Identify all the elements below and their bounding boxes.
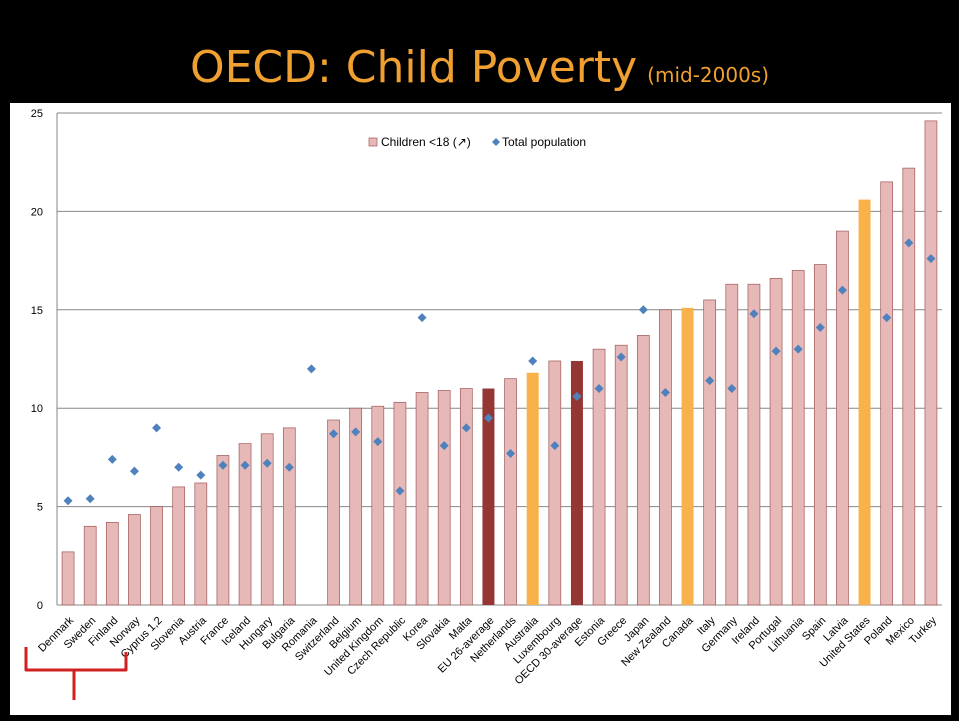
bar xyxy=(813,264,827,606)
bar xyxy=(128,514,141,606)
bar xyxy=(924,120,938,606)
y-axis: 0 5 10 15 20 25 xyxy=(31,108,58,612)
bar xyxy=(570,360,583,605)
bar xyxy=(216,455,230,606)
bar xyxy=(659,309,672,606)
bar xyxy=(791,270,805,606)
marker xyxy=(483,413,493,423)
bar xyxy=(769,277,783,606)
marker xyxy=(306,364,316,374)
marker xyxy=(506,448,516,458)
marker xyxy=(594,384,604,394)
marker xyxy=(793,344,803,354)
marker xyxy=(749,309,759,319)
marker xyxy=(196,470,206,480)
marker xyxy=(373,437,383,447)
marker xyxy=(417,313,427,323)
marker xyxy=(63,496,73,506)
bars xyxy=(61,120,938,606)
marker xyxy=(262,458,272,468)
bar xyxy=(437,390,451,606)
bar-chart: 0 5 10 15 20 25 DenmarkSwedenFinlandNorwayCyp… xyxy=(24,108,942,700)
bar xyxy=(150,506,163,606)
y-tick-label: 25 xyxy=(31,108,43,120)
marker xyxy=(572,391,582,401)
legend-label-total: Total population xyxy=(502,135,586,149)
marker xyxy=(240,460,250,470)
marker xyxy=(904,238,914,248)
marker xyxy=(284,462,294,472)
bar xyxy=(105,521,119,606)
title-subtitle: (mid-2000s) xyxy=(647,63,770,87)
marker xyxy=(660,387,670,397)
bar xyxy=(747,283,761,606)
marker xyxy=(882,313,892,323)
marker xyxy=(771,346,781,356)
grid-lines xyxy=(57,112,942,606)
bar xyxy=(172,486,186,606)
legend-label-children: Children <18 (↗) xyxy=(381,135,471,149)
bar xyxy=(459,388,473,606)
marker xyxy=(395,486,405,496)
chart-panel: 0 5 10 15 20 25 Denmark Sweden Finland Norway Cyp… xyxy=(10,103,951,715)
bar xyxy=(703,299,717,606)
bar xyxy=(194,482,208,606)
nordic-brace xyxy=(24,647,128,700)
title-main: OECD: Child Poverty xyxy=(189,42,638,93)
bar xyxy=(482,388,495,605)
legend-swatch-total xyxy=(492,138,500,146)
bar xyxy=(548,360,562,606)
y-tick-label: 5 xyxy=(37,502,43,514)
bar xyxy=(725,283,739,606)
bar xyxy=(83,525,97,606)
bar xyxy=(836,230,849,606)
legend-swatch-children xyxy=(368,137,378,147)
bar xyxy=(858,199,871,605)
marker xyxy=(528,356,538,366)
bar xyxy=(393,401,407,606)
bar xyxy=(880,181,894,606)
marker xyxy=(152,423,162,433)
marker xyxy=(351,427,361,437)
y-tick-label: 0 xyxy=(37,600,43,612)
y-tick-label: 15 xyxy=(31,305,43,317)
bar xyxy=(415,392,429,606)
markers xyxy=(63,238,936,506)
marker xyxy=(461,423,471,433)
bar xyxy=(349,407,363,606)
bar xyxy=(636,335,650,606)
y-tick-label: 10 xyxy=(31,403,43,415)
bar xyxy=(371,405,385,606)
marker xyxy=(815,323,825,333)
bar xyxy=(327,419,340,606)
marker xyxy=(218,460,228,470)
marker xyxy=(129,466,139,476)
y-tick-label: 20 xyxy=(31,206,43,218)
marker xyxy=(926,254,936,264)
slide-title: OECD: Child Poverty (mid-2000s) xyxy=(0,42,959,93)
marker xyxy=(85,494,95,504)
marker xyxy=(837,285,847,295)
marker xyxy=(616,352,626,362)
bar xyxy=(260,433,274,606)
bar xyxy=(282,427,296,606)
bar xyxy=(681,307,694,605)
marker xyxy=(329,429,339,439)
marker xyxy=(439,441,449,451)
bar xyxy=(614,344,628,606)
marker xyxy=(705,376,715,386)
bar xyxy=(504,378,517,606)
marker xyxy=(174,462,184,472)
legend: Children <18 (↗) Total population xyxy=(368,135,586,149)
bar xyxy=(61,551,75,606)
bar xyxy=(526,372,539,605)
bar xyxy=(592,348,606,606)
marker xyxy=(727,384,737,394)
marker xyxy=(107,454,117,464)
marker xyxy=(550,441,560,451)
bar xyxy=(238,443,252,606)
bar xyxy=(902,167,916,606)
marker xyxy=(638,305,648,315)
